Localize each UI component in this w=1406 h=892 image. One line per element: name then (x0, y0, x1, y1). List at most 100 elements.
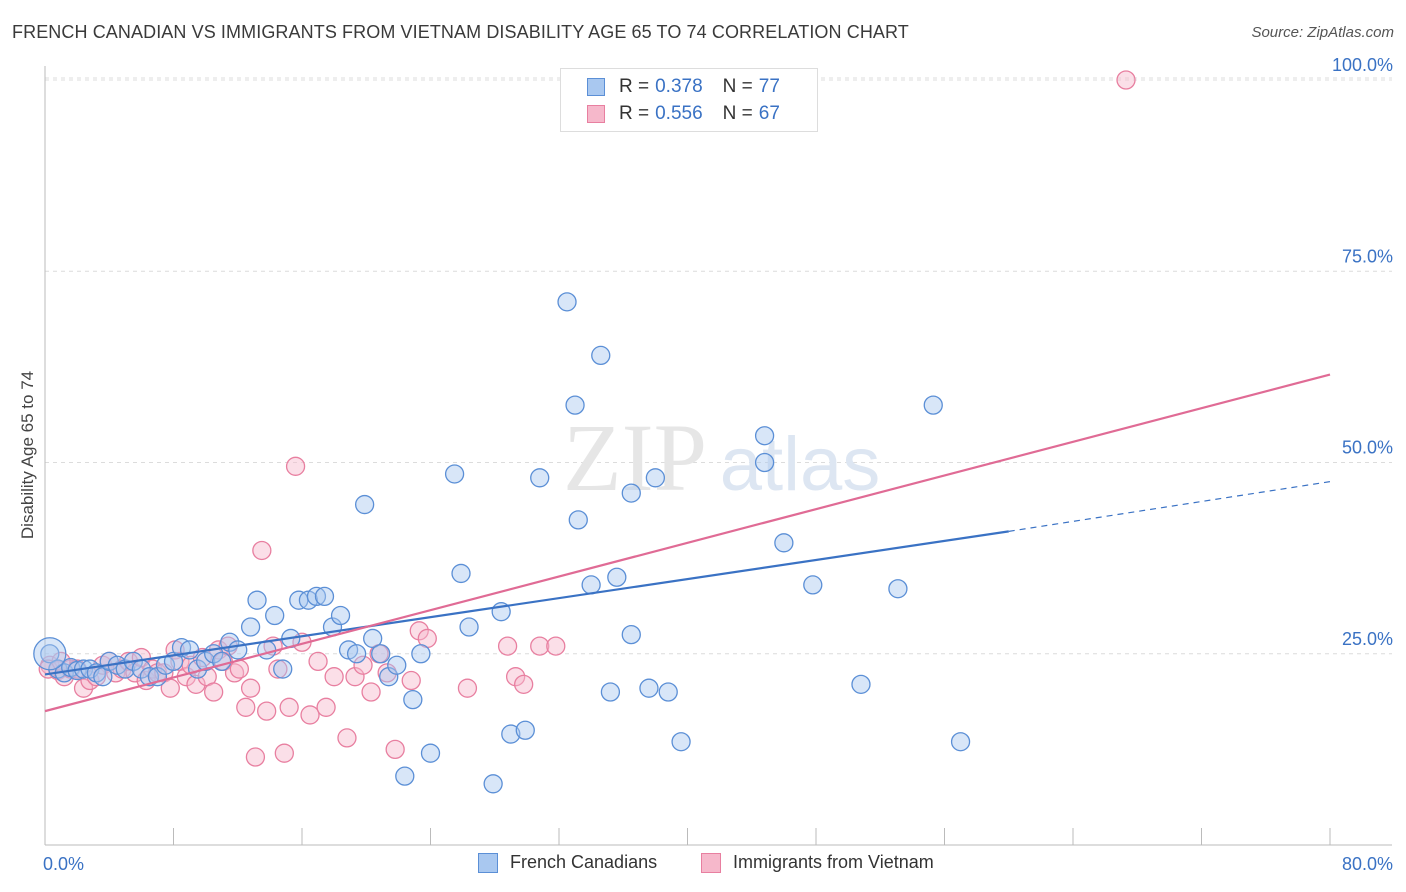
point-french-canadians (306, 586, 327, 607)
point-immigrants-vietnam (546, 636, 566, 656)
point-french-canadians (330, 605, 351, 626)
point-french-canadians (179, 640, 200, 660)
point-french-canadians (568, 510, 588, 530)
point-french-canadians (363, 628, 383, 649)
point-immigrants-vietnam (268, 659, 288, 679)
legend-label: Immigrants from Vietnam (733, 852, 934, 872)
point-french-canadians (265, 605, 285, 626)
point-immigrants-vietnam (361, 682, 381, 702)
point-french-canadians (754, 426, 775, 446)
point-french-canadians (212, 651, 232, 672)
watermark-atlas: atlas (720, 422, 881, 507)
point-immigrants-vietnam (353, 655, 373, 675)
point-french-canadians (139, 667, 160, 687)
point-french-canadians (658, 682, 678, 702)
point-immigrants-vietnam (236, 697, 256, 717)
point-french-canadians (195, 651, 216, 672)
legend-swatch-pink (587, 105, 605, 123)
legend-n-value: 77 (758, 76, 780, 97)
point-french-canadians (346, 644, 367, 664)
point-french-canadians (923, 395, 943, 415)
point-immigrants-vietnam (279, 697, 299, 717)
point-immigrants-vietnam (385, 739, 405, 760)
point-french-canadians (257, 640, 277, 660)
point-immigrants-vietnam (186, 674, 206, 694)
point-french-canadians (395, 766, 415, 786)
legend-swatch-pink (701, 852, 721, 873)
point-french-canadians (354, 494, 375, 515)
point-french-canadians (621, 483, 641, 503)
legend-item-immigrants-vietnam: Immigrants from Vietnam (701, 852, 934, 873)
legend-row-immigrants-vietnam: R = 0.556 N = 67 (587, 102, 780, 126)
point-french-canadians (621, 624, 641, 645)
point-immigrants-vietnam (505, 667, 526, 687)
point-immigrants-vietnam (514, 674, 534, 694)
point-french-canadians (639, 678, 659, 698)
point-french-canadians (774, 533, 794, 553)
y-tick-label: 50.0% (1342, 438, 1393, 458)
legend-r-value: 0.378 (655, 76, 703, 97)
point-french-canadians (501, 724, 521, 744)
source-credit: Source: ZipAtlas.com (1251, 24, 1394, 41)
trendline-french-canadians (44, 530, 1009, 676)
point-immigrants-vietnam (73, 678, 94, 698)
point-immigrants-vietnam (316, 697, 336, 717)
y-tick-label: 75.0% (1342, 246, 1393, 266)
x-tick-label: 0.0% (43, 854, 84, 874)
point-immigrants-vietnam (240, 678, 261, 698)
point-french-canadians (645, 468, 666, 488)
legend-label: French Canadians (510, 852, 658, 872)
point-french-canadians (515, 720, 535, 740)
point-french-canadians (171, 637, 192, 658)
point-immigrants-vietnam (285, 456, 306, 476)
point-french-canadians (591, 345, 611, 366)
trendline-french-canadians-extension (1008, 481, 1331, 532)
point-immigrants-vietnam (308, 651, 328, 672)
point-immigrants-vietnam (204, 682, 224, 702)
point-immigrants-vietnam (530, 636, 550, 656)
point-immigrants-vietnam (401, 670, 421, 691)
legend-n-label: N = (722, 103, 753, 124)
point-immigrants-vietnam (324, 667, 344, 687)
legend-r-label: R = (619, 76, 650, 97)
point-immigrants-vietnam (245, 747, 266, 767)
point-french-canadians (888, 579, 908, 599)
trendline-immigrants-vietnam (44, 373, 1331, 713)
legend-swatch-blue (478, 852, 498, 873)
point-french-canadians (387, 655, 407, 675)
point-french-canadians (273, 659, 293, 679)
point-french-canadians (444, 464, 465, 484)
point-french-canadians (607, 567, 627, 587)
point-immigrants-vietnam (337, 728, 357, 748)
point-french-canadians (228, 640, 248, 660)
x-tick-label: 80.0% (1342, 854, 1393, 874)
y-tick-label: 100.0% (1332, 55, 1393, 75)
correlation-legend: R = 0.378 N = 77 R = 0.556 N = 67 (560, 68, 818, 132)
point-immigrants-vietnam (497, 636, 518, 656)
point-french-canadians (483, 774, 503, 794)
point-immigrants-vietnam (457, 678, 478, 698)
watermark-zip: ZIP (563, 404, 707, 511)
point-immigrants-vietnam (257, 701, 277, 721)
chart-title: FRENCH CANADIAN VS IMMIGRANTS FROM VIETN… (12, 22, 909, 42)
point-french-canadians (115, 659, 135, 679)
legend-n-label: N = (722, 76, 753, 97)
point-french-canadians (371, 644, 391, 664)
point-french-canadians (754, 452, 775, 473)
legend-row-french-canadians: R = 0.378 N = 77 (587, 75, 780, 99)
point-french-canadians (403, 690, 423, 710)
point-french-canadians-cluster (33, 637, 67, 671)
y-tick-label: 25.0% (1342, 629, 1393, 649)
legend-swatch-blue (587, 78, 605, 96)
point-immigrants-vietnam (300, 705, 320, 725)
point-french-canadians (671, 732, 691, 752)
point-french-canadians (411, 644, 431, 664)
point-french-canadians (565, 395, 585, 415)
point-french-canadians (557, 292, 577, 312)
series-legend: French Canadians Immigrants from Vietnam (0, 852, 1406, 878)
point-french-canadians (247, 590, 267, 610)
point-immigrants-vietnam (274, 743, 294, 763)
point-french-canadians (459, 617, 479, 637)
point-french-canadians (530, 468, 550, 488)
